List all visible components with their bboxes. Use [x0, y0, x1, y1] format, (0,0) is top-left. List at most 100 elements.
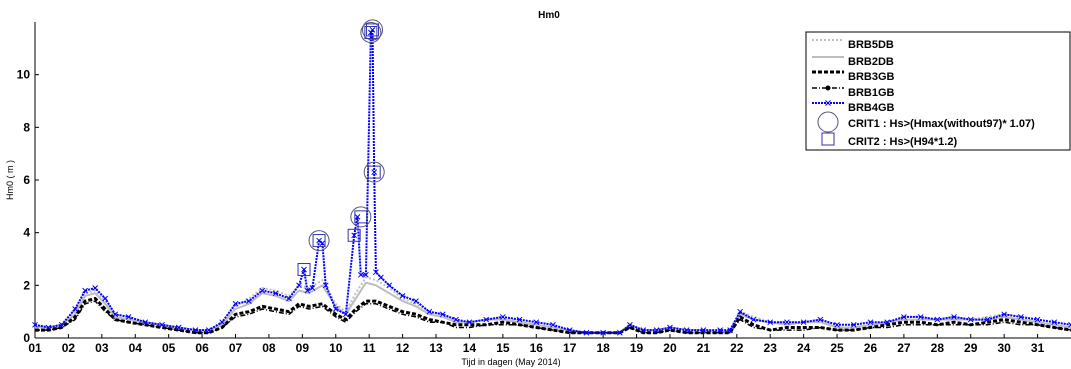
legend-items: BRB5DB BRB2DB BRB3GB BRB1GB BRB4GB CRIT1 : Hs… — [812, 39, 1035, 148]
crit1-point — [350, 206, 372, 228]
data-point-marker — [533, 319, 540, 326]
data-point-marker — [439, 311, 446, 318]
data-point-marker — [767, 319, 774, 326]
data-point-marker — [362, 271, 369, 278]
data-point-marker — [332, 306, 339, 312]
data-point-marker — [142, 319, 149, 326]
data-point-marker — [205, 327, 212, 333]
data-point-marker — [304, 287, 311, 294]
data-point-marker — [357, 271, 364, 278]
data-point-marker — [683, 327, 690, 333]
data-point-marker — [1018, 314, 1024, 320]
data-point-marker — [717, 327, 723, 333]
x-tick-label: 04 — [129, 341, 143, 355]
data-point-marker — [934, 316, 941, 323]
data-point-marker — [1051, 319, 1058, 326]
data-point-marker — [296, 282, 302, 289]
legend-item: BRB4GB — [812, 100, 895, 114]
data-point-marker — [784, 319, 790, 326]
data-point-marker — [700, 327, 707, 333]
x-tick-label: 10 — [329, 341, 343, 355]
data-point-marker — [984, 316, 991, 323]
data-point-marker — [259, 287, 266, 294]
x-tick-label: 02 — [62, 341, 76, 355]
data-point-marker — [426, 308, 433, 315]
crit2-point — [354, 210, 368, 224]
legend-label: CRIT2 : Hs>(H94*1.2) — [848, 136, 957, 148]
data-point-marker — [834, 321, 840, 328]
data-point-marker — [884, 319, 891, 326]
data-point-marker — [378, 274, 384, 281]
series-6 — [297, 23, 381, 277]
x-tick-label: 20 — [663, 341, 677, 355]
x-tick-label: 18 — [596, 341, 610, 355]
y-axis-ticks: 0 2 4 6 8 10 — [17, 68, 39, 345]
data-point-marker — [351, 232, 358, 239]
legend-item: BRB3GB — [812, 70, 895, 83]
data-point-marker — [272, 290, 279, 297]
data-point-marker — [72, 306, 78, 312]
data-point-marker — [1068, 321, 1071, 328]
series-3 — [35, 300, 1071, 334]
series-5 — [308, 19, 385, 252]
data-point-marker — [616, 329, 623, 336]
x-tick-label: 31 — [1031, 341, 1045, 355]
data-point-marker — [316, 237, 322, 244]
crit1-point — [363, 161, 385, 183]
y-tick-label: 6 — [23, 173, 30, 187]
legend-marker — [825, 100, 831, 106]
crit2-point — [364, 26, 378, 40]
data-point-marker — [371, 169, 378, 175]
data-point-marker — [967, 316, 974, 323]
data-point-marker — [901, 314, 907, 320]
x-tick-label: 28 — [931, 341, 945, 355]
data-point-marker — [850, 321, 857, 328]
legend-label: BRB4GB — [848, 102, 895, 114]
data-point-marker — [1034, 316, 1041, 323]
crit2-point — [297, 263, 311, 277]
x-tick-label: 14 — [463, 341, 477, 355]
x-tick-label: 19 — [630, 341, 644, 355]
data-point-marker — [516, 316, 523, 323]
x-tick-label: 23 — [764, 341, 778, 355]
x-axis-label: Tijd in dagen (May 2014) — [461, 357, 560, 367]
data-point-marker — [232, 300, 239, 307]
x-tick-label: 13 — [429, 341, 443, 355]
data-point-marker — [727, 327, 733, 333]
legend-label: BRB2DB — [848, 56, 894, 68]
data-point-marker — [354, 214, 361, 220]
data-point-marker — [319, 240, 326, 247]
legend-swatch — [817, 111, 839, 133]
data-point-marker — [58, 321, 65, 328]
data-point-marker — [219, 319, 226, 326]
data-point-marker — [342, 311, 349, 318]
y-tick-label: 10 — [17, 68, 31, 82]
series-line — [35, 300, 1071, 334]
data-point-marker — [309, 285, 316, 291]
x-tick-label: 22 — [730, 341, 744, 355]
y-tick-label: 0 — [23, 331, 30, 345]
legend-label: BRB5DB — [848, 39, 894, 51]
data-point-marker — [453, 316, 459, 323]
legend-swatch — [821, 132, 835, 146]
x-tick-label: 15 — [496, 341, 510, 355]
crit2-point — [312, 234, 326, 248]
data-point-marker — [566, 327, 573, 333]
data-point-marker — [750, 316, 757, 323]
x-tick-label: 05 — [162, 341, 176, 355]
x-tick-label: 09 — [296, 341, 310, 355]
legend: BRB5DB BRB2DB BRB3GB BRB1GB BRB4GB CRIT1 : Hs… — [805, 31, 1071, 151]
legend-marker — [825, 85, 831, 91]
data-point-marker — [600, 329, 606, 336]
legend-item: CRIT2 : Hs>(H94*1.2) — [821, 132, 957, 148]
data-point-marker — [125, 314, 132, 320]
data-point-marker — [192, 327, 199, 333]
y-tick-label: 8 — [23, 120, 30, 134]
crit2-point — [367, 165, 381, 179]
x-tick-label: 08 — [262, 341, 276, 355]
x-tick-label: 03 — [95, 341, 109, 355]
x-tick-label: 29 — [964, 341, 978, 355]
data-point-marker — [286, 295, 292, 302]
data-point-marker — [32, 321, 38, 328]
x-tick-label: 25 — [830, 341, 844, 355]
